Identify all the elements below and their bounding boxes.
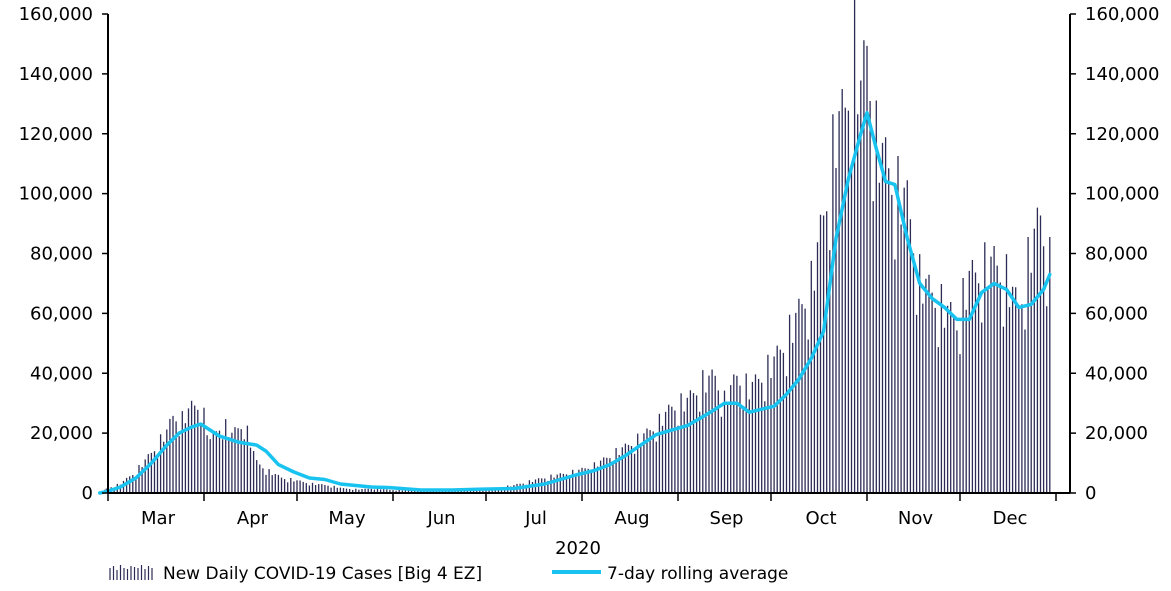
x-tick-label: Jun (426, 508, 455, 529)
x-tick-label: Jul (524, 508, 547, 529)
y-tick-label-right: 40,000 (1085, 363, 1148, 384)
x-tick-label: Mar (141, 508, 176, 529)
y-tick-label-left: 40,000 (30, 363, 93, 384)
legend-bars-swatch (109, 565, 153, 580)
y-tick-label-left: 0 (82, 483, 93, 504)
y-tick-label-right: 100,000 (1085, 184, 1159, 205)
y-tick-label-right: 140,000 (1085, 64, 1159, 85)
x-axis-title: 2020 (555, 538, 601, 559)
x-tick-label: Nov (898, 508, 933, 529)
legend: New Daily COVID-19 Cases [Big 4 EZ] 7-da… (109, 564, 788, 584)
y-tick-label-right: 20,000 (1085, 423, 1148, 444)
legend-bars-label: New Daily COVID-19 Cases [Big 4 EZ] (163, 564, 482, 584)
y-tick-label-left: 80,000 (30, 244, 93, 265)
line-layer (97, 111, 1052, 495)
x-tick-label: May (328, 508, 366, 529)
bars-layer (100, 0, 1051, 493)
x-tick-label: Dec (993, 508, 1028, 529)
y-tick-label-left: 120,000 (19, 124, 93, 145)
y-tick-label-left: 60,000 (30, 303, 93, 324)
y-tick-label-right: 60,000 (1085, 303, 1148, 324)
x-tick-label: Apr (237, 508, 269, 529)
x-tick-label: Oct (805, 508, 836, 529)
y-tick-label-left: 100,000 (19, 184, 93, 205)
x-tick-label: Sep (710, 508, 744, 529)
legend-line-label: 7-day rolling average (607, 564, 788, 584)
y-tick-label-right: 0 (1085, 483, 1096, 504)
y-tick-label-right: 120,000 (1085, 124, 1159, 145)
rolling-average-line (97, 111, 1052, 495)
y-tick-label-left: 20,000 (30, 423, 93, 444)
y-tick-label-left: 160,000 (19, 4, 93, 25)
x-tick-label: Aug (614, 508, 649, 529)
ticks-layer: 0 0 20,000 20,000 40,000 40,000 60,000 60,000 80… (19, 4, 1160, 529)
y-tick-label-right: 80,000 (1085, 244, 1148, 265)
y-tick-label-right: 160,000 (1085, 4, 1159, 25)
y-tick-label-left: 140,000 (19, 64, 93, 85)
